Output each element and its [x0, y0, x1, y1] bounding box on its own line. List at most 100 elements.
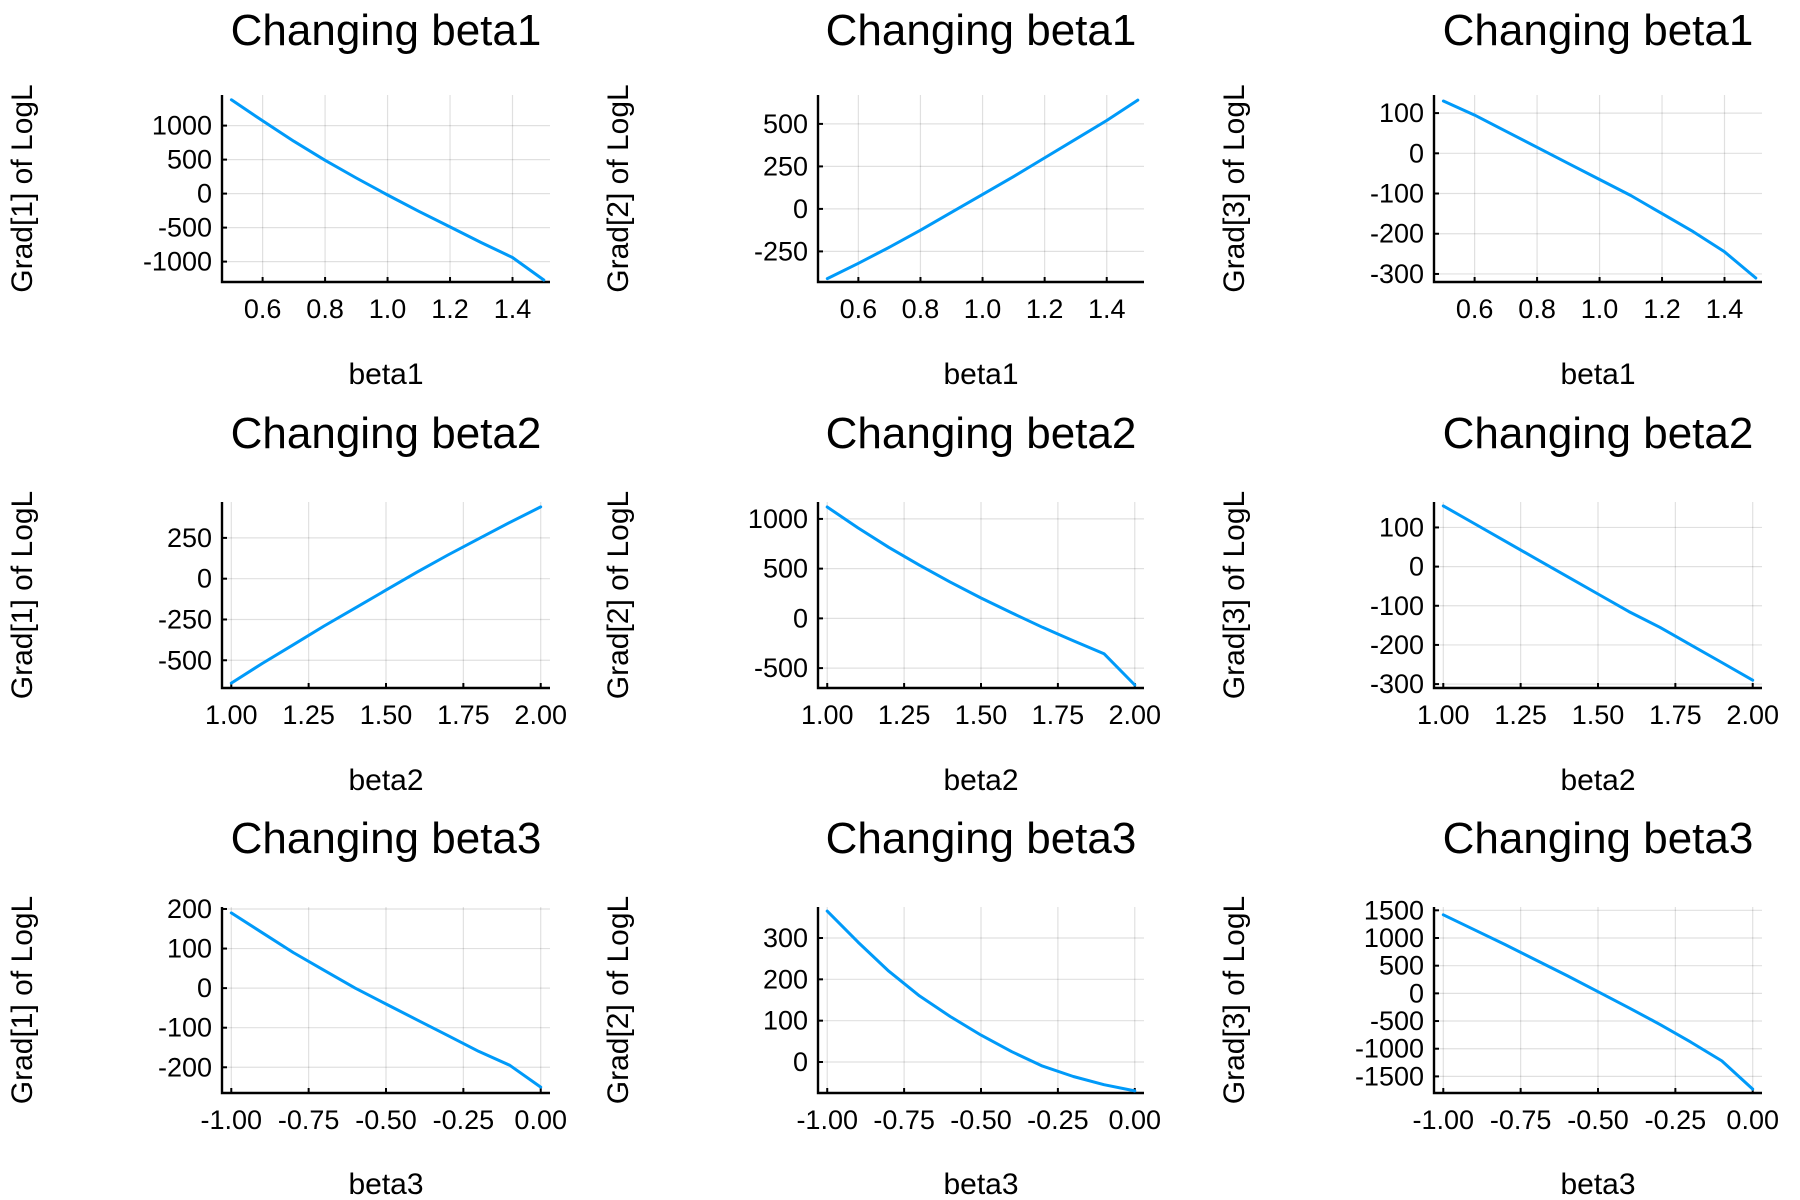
y-tick-label: 0 — [793, 603, 808, 633]
y-axis-label: Grad[1] of LogL — [6, 491, 39, 699]
x-tick-label: 1.2 — [1026, 294, 1064, 324]
y-tick-label: -200 — [1370, 630, 1424, 660]
subplot-2-2: 1.00 1.25 1.50 1.75 2.00 -500 0 500 1000 Changing… — [602, 409, 1161, 797]
x-tick-label: 1.2 — [1643, 294, 1681, 324]
y-tick-label: -250 — [158, 604, 212, 634]
series-line — [825, 98, 1140, 281]
axis-frame — [220, 95, 550, 284]
y-tick-label: 250 — [763, 151, 808, 181]
y-axis-label: Grad[1] of LogL — [6, 84, 39, 292]
y-tick-label: 250 — [167, 523, 212, 553]
x-tick-label: 0.6 — [840, 294, 878, 324]
x-tick-label: 1.00 — [1417, 700, 1470, 730]
y-tick-label: -500 — [754, 653, 808, 683]
x-axis-label: beta3 — [1560, 1168, 1635, 1200]
y-tick-label: 0 — [793, 194, 808, 224]
x-tick-label: -1.00 — [1413, 1105, 1475, 1135]
y-axis-label: Grad[2] of LogL — [602, 84, 635, 292]
y-tick-label: 500 — [167, 145, 212, 175]
axis-frame — [1432, 95, 1762, 284]
x-tick-label: 2.00 — [1726, 700, 1779, 730]
y-tick-label: 0 — [1409, 552, 1424, 582]
subplot-title: Changing beta2 — [826, 409, 1137, 458]
x-tick-label: 1.50 — [360, 700, 413, 730]
y-tick-label: -500 — [158, 213, 212, 243]
x-axis-label: beta1 — [1560, 358, 1635, 391]
series-line — [1441, 99, 1758, 280]
subplot-title: Changing beta2 — [231, 409, 542, 458]
subplot-1-2: 0.6 0.8 1.0 1.2 1.4 -250 0 250 500 Changing beta1… — [602, 6, 1144, 391]
x-tick-label: -0.25 — [433, 1105, 495, 1135]
x-tick-label: 0.8 — [1518, 294, 1556, 324]
y-tick-label: -300 — [1370, 259, 1424, 289]
axis-frame — [816, 907, 1144, 1095]
subplot-title: Changing beta1 — [231, 6, 542, 55]
subplot-title: Changing beta3 — [826, 814, 1137, 863]
y-tick-label: 100 — [763, 1006, 808, 1036]
x-tick-label: 0.00 — [1108, 1105, 1161, 1135]
y-tick-label: 1000 — [1364, 923, 1424, 953]
y-tick-label: 200 — [763, 964, 808, 994]
y-tick-label: 100 — [1379, 512, 1424, 542]
x-tick-label: -0.50 — [1567, 1105, 1629, 1135]
y-tick-label: -500 — [158, 645, 212, 675]
x-axis-label: beta1 — [348, 358, 423, 391]
x-axis-label: beta1 — [943, 358, 1018, 391]
x-tick-label: 1.0 — [1581, 294, 1619, 324]
x-tick-label: 1.75 — [1032, 700, 1085, 730]
y-tick-label: -1000 — [143, 247, 212, 277]
subplot-2-1: 1.00 1.25 1.50 1.75 2.00 -500 -250 0 250 Changing… — [6, 409, 567, 797]
y-tick-label: 0 — [197, 973, 212, 1003]
x-tick-label: 1.50 — [1572, 700, 1625, 730]
subplot-2-3: 1.00 1.25 1.50 1.75 2.00 -300 -200 -100 0 100 Chan… — [1218, 409, 1779, 797]
subplot-1-1: 0.6 0.8 1.0 1.2 1.4 -1000 -500 0 500 1000 Changing… — [6, 6, 550, 391]
y-axis-label: Grad[3] of LogL — [1218, 896, 1251, 1104]
x-tick-label: -1.00 — [796, 1105, 858, 1135]
x-tick-label: -0.50 — [950, 1105, 1012, 1135]
y-tick-label: 500 — [763, 109, 808, 139]
y-tick-label: -1000 — [1355, 1034, 1424, 1064]
y-tick-label: 200 — [167, 894, 212, 924]
x-tick-label: 1.2 — [431, 294, 469, 324]
y-tick-label: -200 — [158, 1052, 212, 1082]
series-line — [1441, 504, 1755, 682]
y-tick-label: 0 — [197, 564, 212, 594]
y-tick-label: 0 — [793, 1047, 808, 1077]
x-axis-label: beta2 — [348, 764, 423, 797]
y-tick-label: -250 — [754, 236, 808, 266]
x-tick-label: -0.75 — [278, 1105, 340, 1135]
x-tick-label: 0.00 — [1726, 1105, 1779, 1135]
y-tick-label: 1000 — [748, 504, 808, 534]
y-tick-label: 500 — [1379, 951, 1424, 981]
x-axis-label: beta3 — [348, 1168, 423, 1200]
y-axis-label: Grad[3] of LogL — [1218, 491, 1251, 699]
y-tick-label: 0 — [1409, 138, 1424, 168]
x-tick-label: 1.00 — [205, 700, 258, 730]
axis-frame — [816, 502, 1144, 690]
x-tick-label: 1.75 — [1649, 700, 1702, 730]
series-line — [229, 98, 546, 282]
subplot-3-2: -1.00 -0.75 -0.50 -0.25 0.00 0 100 200 300 Changi… — [602, 814, 1161, 1200]
x-tick-label: 1.00 — [801, 700, 854, 730]
x-tick-label: -0.25 — [1027, 1105, 1089, 1135]
x-tick-label: 1.4 — [1706, 294, 1744, 324]
x-tick-label: -1.00 — [201, 1105, 263, 1135]
x-axis-label: beta2 — [943, 764, 1018, 797]
y-tick-label: -200 — [1370, 219, 1424, 249]
subplot-1-3: 0.6 0.8 1.0 1.2 1.4 -300 -200 -100 0 100 Changing … — [1218, 6, 1762, 391]
x-tick-label: -0.75 — [873, 1105, 935, 1135]
x-tick-label: 0.8 — [902, 294, 940, 324]
x-tick-label: 1.4 — [1088, 294, 1126, 324]
series-line — [229, 505, 543, 685]
y-tick-label: -100 — [1370, 591, 1424, 621]
x-tick-label: 1.25 — [1494, 700, 1547, 730]
y-tick-label: 1500 — [1364, 895, 1424, 925]
x-tick-label: 1.4 — [494, 294, 532, 324]
x-tick-label: 0.6 — [244, 294, 282, 324]
x-axis-label: beta3 — [943, 1168, 1018, 1200]
y-tick-label: 1000 — [152, 111, 212, 141]
x-tick-label: 0.00 — [514, 1105, 567, 1135]
x-axis-label: beta2 — [1560, 764, 1635, 797]
axis-frame — [220, 907, 550, 1095]
